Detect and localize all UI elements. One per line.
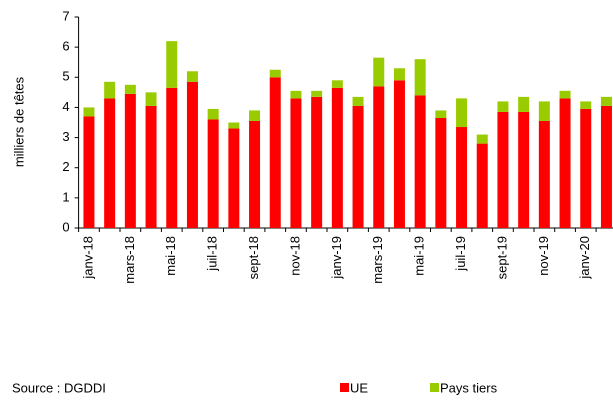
bar-segment — [166, 41, 178, 88]
bar-segment — [249, 120, 261, 228]
y-tick-label: 4 — [62, 99, 69, 114]
y-tick-label: 3 — [62, 129, 69, 144]
bar-segment — [207, 108, 219, 120]
bar-segment — [456, 98, 468, 128]
bar-segment — [476, 143, 488, 228]
bar-segment — [145, 92, 157, 106]
bar-segment — [393, 68, 405, 81]
bar-segment — [373, 57, 385, 87]
bar-segment — [352, 105, 364, 228]
bar-segment — [290, 98, 302, 228]
bar-segment — [435, 110, 447, 118]
bar-segment — [414, 95, 426, 228]
x-tick-label: mai-19 — [412, 236, 427, 276]
x-tick-label: sept-19 — [494, 236, 509, 279]
bar-segment — [518, 96, 530, 112]
bar-segment — [145, 105, 157, 228]
bar-segment — [104, 98, 116, 228]
bar-segment — [124, 84, 136, 94]
x-tick-label: juil-18 — [205, 236, 220, 272]
x-tick-label: sept-18 — [246, 236, 261, 279]
y-axis-label: milliers de têtes — [11, 76, 26, 167]
bar-segment — [83, 107, 95, 117]
x-tick-label: janv-19 — [329, 236, 344, 280]
bar-segment — [580, 101, 592, 109]
bar-segment — [414, 59, 426, 96]
y-tick-label: 2 — [62, 159, 69, 174]
y-tick-label: 5 — [62, 69, 69, 84]
bar-segment — [186, 81, 198, 228]
x-tick-label: nov-18 — [287, 236, 302, 276]
bar-segment — [83, 116, 95, 228]
bar-segment — [228, 128, 240, 228]
bar-segment — [559, 90, 571, 99]
legend-label: Pays tiers — [440, 380, 498, 395]
bar-segment — [518, 111, 530, 228]
bar-segment — [311, 90, 323, 97]
bar-segment — [166, 87, 178, 228]
bar-segment — [186, 71, 198, 82]
bar-segment — [600, 96, 612, 106]
y-tick-label: 7 — [62, 8, 69, 23]
bar-segment — [207, 119, 219, 228]
bar-segment — [331, 87, 343, 228]
y-tick-label: 1 — [62, 189, 69, 204]
bar-segment — [290, 90, 302, 99]
x-tick-label: nov-19 — [536, 236, 551, 276]
legend-swatch — [340, 383, 349, 392]
bar-segment — [331, 80, 343, 88]
bar-segment — [497, 101, 509, 112]
x-tick-label: mars-19 — [370, 236, 385, 284]
bar-segment — [456, 127, 468, 228]
y-tick-label: 6 — [62, 39, 69, 54]
legend-swatch — [430, 383, 439, 392]
bar-segment — [393, 80, 405, 228]
bar-segment — [124, 93, 136, 228]
bar-segment — [352, 96, 364, 106]
legend-label: UE — [350, 380, 368, 395]
bar-segment — [311, 96, 323, 228]
bar-segment — [249, 110, 261, 121]
bar-segment — [269, 77, 281, 229]
bar-segment — [538, 120, 550, 228]
bar-segment — [580, 108, 592, 228]
bar-segment — [476, 134, 488, 144]
bar-segment — [373, 86, 385, 228]
x-tick-label: mai-18 — [163, 236, 178, 276]
x-tick-label: janv-18 — [80, 236, 95, 280]
x-tick-label: mars-18 — [122, 236, 137, 284]
bar-segment — [497, 111, 509, 228]
bar-segment — [559, 98, 571, 228]
bar-segment — [538, 101, 550, 121]
bar-segment — [435, 117, 447, 228]
x-tick-label: juil-19 — [453, 236, 468, 272]
bar-segment — [269, 69, 281, 78]
source: Source : DGDDI — [12, 380, 106, 395]
bar-segment — [228, 122, 240, 129]
bar-segment — [600, 105, 612, 228]
x-tick-label: janv-20 — [577, 236, 592, 280]
bar-segment — [104, 81, 116, 99]
y-tick-label: 0 — [62, 219, 69, 234]
